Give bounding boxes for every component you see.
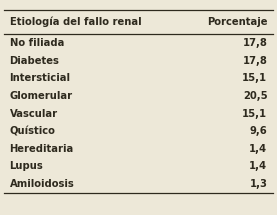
- Text: Quístico: Quístico: [10, 126, 55, 136]
- Text: Amiloidosis: Amiloidosis: [10, 179, 74, 189]
- Text: Intersticial: Intersticial: [10, 73, 71, 83]
- Text: 15,1: 15,1: [242, 73, 267, 83]
- Text: 1,3: 1,3: [250, 179, 267, 189]
- Text: 17,8: 17,8: [242, 56, 267, 66]
- Text: No filiada: No filiada: [10, 38, 64, 48]
- Text: Lupus: Lupus: [10, 161, 43, 171]
- Text: Porcentaje: Porcentaje: [207, 17, 267, 27]
- Text: Etiología del fallo renal: Etiología del fallo renal: [10, 17, 141, 27]
- Text: Glomerular: Glomerular: [10, 91, 73, 101]
- Text: Vascular: Vascular: [10, 109, 58, 118]
- Text: 15,1: 15,1: [242, 109, 267, 118]
- Text: 1,4: 1,4: [249, 144, 267, 154]
- Text: Diabetes: Diabetes: [10, 56, 60, 66]
- Text: 20,5: 20,5: [243, 91, 267, 101]
- Text: Hereditaria: Hereditaria: [10, 144, 74, 154]
- Text: 17,8: 17,8: [242, 38, 267, 48]
- Text: 9,6: 9,6: [250, 126, 267, 136]
- Text: 1,4: 1,4: [249, 161, 267, 171]
